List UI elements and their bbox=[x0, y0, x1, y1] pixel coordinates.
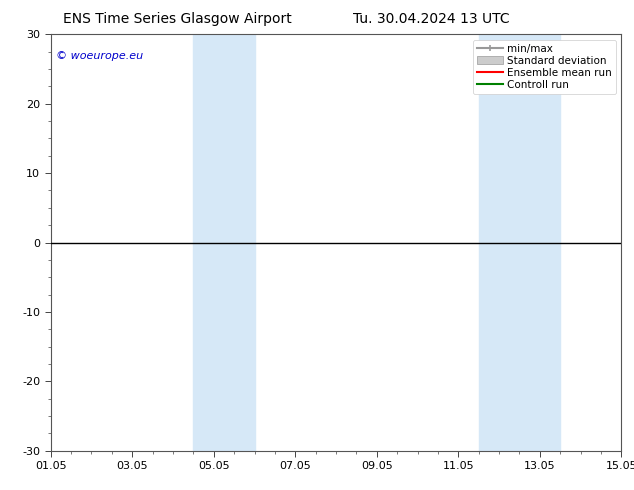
Text: ENS Time Series Glasgow Airport: ENS Time Series Glasgow Airport bbox=[63, 12, 292, 26]
Bar bbox=[479, 34, 560, 451]
Text: Tu. 30.04.2024 13 UTC: Tu. 30.04.2024 13 UTC bbox=[353, 12, 510, 26]
Text: © woeurope.eu: © woeurope.eu bbox=[56, 51, 143, 61]
Bar bbox=[193, 34, 254, 451]
Legend: min/max, Standard deviation, Ensemble mean run, Controll run: min/max, Standard deviation, Ensemble me… bbox=[473, 40, 616, 94]
